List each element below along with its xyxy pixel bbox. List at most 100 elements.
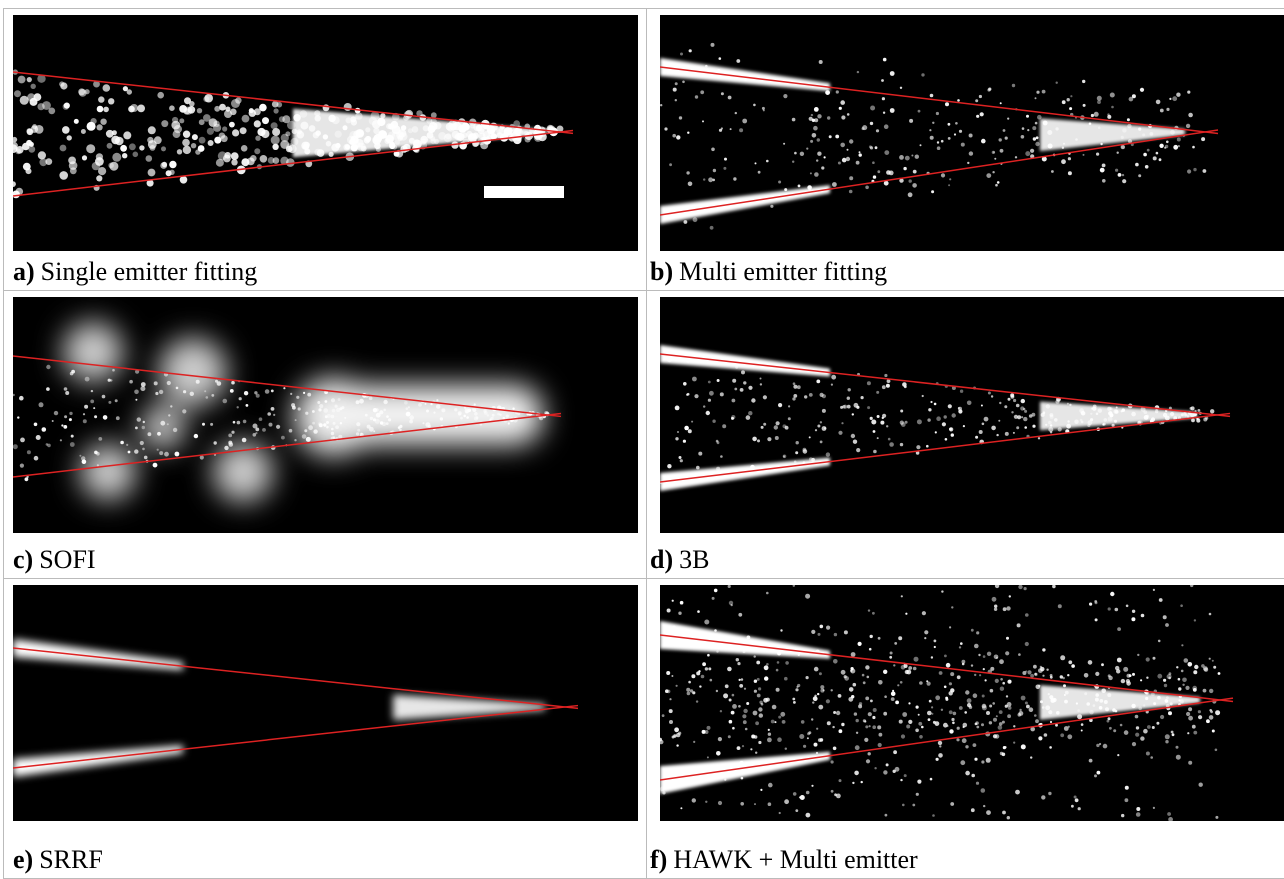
- speckle: [825, 90, 830, 95]
- speckle: [1159, 144, 1163, 148]
- speckle: [326, 141, 332, 147]
- speckle: [878, 637, 881, 640]
- speckle: [816, 380, 820, 384]
- speckle: [356, 422, 360, 426]
- speckle: [1083, 154, 1085, 156]
- speckle: [370, 417, 373, 420]
- speckle: [667, 464, 671, 468]
- speckle: [1116, 407, 1118, 409]
- speckle: [743, 720, 747, 724]
- speckle: [680, 601, 684, 605]
- speckle: [361, 146, 367, 152]
- speckle: [846, 157, 850, 161]
- speckle: [375, 419, 380, 424]
- speckle: [133, 152, 139, 158]
- speckle: [1172, 733, 1175, 736]
- panel-caption: a)Single emitter fitting: [13, 257, 257, 287]
- speckle: [1135, 715, 1139, 719]
- speckle: [989, 705, 992, 708]
- speckle: [1048, 693, 1050, 695]
- speckle: [161, 120, 168, 127]
- speckle: [246, 404, 249, 407]
- speckle: [742, 119, 747, 124]
- speckle: [1036, 136, 1039, 139]
- speckle: [704, 620, 709, 625]
- speckle: [859, 151, 861, 153]
- speckle: [883, 712, 887, 716]
- speckle: [719, 129, 722, 132]
- speckle: [1042, 90, 1046, 94]
- speckle: [497, 132, 503, 138]
- speckle: [951, 606, 953, 608]
- speckle: [373, 128, 379, 134]
- speckle: [982, 695, 985, 698]
- speckle: [963, 425, 965, 427]
- speckle: [63, 425, 67, 429]
- speckle: [1078, 807, 1081, 810]
- speckle: [1091, 407, 1093, 409]
- speckle: [909, 179, 912, 182]
- speckle: [1165, 623, 1169, 627]
- speckle: [60, 439, 62, 441]
- speckle: [1188, 113, 1193, 118]
- speckle: [1035, 142, 1039, 146]
- speckle: [91, 390, 93, 392]
- speckle: [995, 679, 999, 683]
- speckle: [399, 132, 408, 141]
- speckle: [885, 814, 888, 817]
- speckle: [1136, 807, 1140, 811]
- speckle: [1094, 112, 1099, 117]
- speckle: [1159, 158, 1162, 161]
- panel-caption-text: HAWK + Multi emitter: [673, 845, 917, 874]
- speckle: [62, 126, 70, 134]
- speckle: [1127, 124, 1131, 128]
- speckle: [811, 718, 813, 720]
- speckle: [1030, 674, 1034, 678]
- speckle: [126, 444, 128, 446]
- speckle: [776, 688, 780, 692]
- speckle: [96, 175, 102, 181]
- speckle: [219, 133, 225, 139]
- figure-panel: d)3B: [646, 290, 1284, 579]
- speckle: [406, 412, 411, 417]
- speckle: [964, 711, 967, 714]
- speckle: [1180, 699, 1184, 703]
- speckle: [865, 186, 869, 190]
- speckle: [1002, 721, 1005, 724]
- speckle: [924, 637, 926, 639]
- speckle: [271, 122, 278, 129]
- speckle: [231, 431, 234, 434]
- speckle: [708, 399, 711, 402]
- speckle: [1212, 660, 1214, 662]
- speckle: [122, 153, 127, 158]
- speckle: [1177, 138, 1181, 142]
- speckle: [27, 77, 32, 82]
- speckle: [962, 663, 965, 666]
- speckle: [945, 697, 948, 700]
- speckle: [906, 725, 910, 729]
- speckle: [36, 435, 41, 440]
- speckle: [744, 688, 746, 690]
- speckle: [1093, 704, 1096, 707]
- speckle: [820, 625, 824, 629]
- speckle: [917, 419, 922, 424]
- guide-line: [660, 67, 1218, 134]
- speckle: [97, 124, 103, 130]
- speckle: [886, 425, 888, 427]
- speckle: [1203, 689, 1207, 693]
- speckle: [864, 738, 868, 742]
- speckle: [208, 140, 214, 146]
- speckle: [1209, 613, 1212, 616]
- speckle: [293, 114, 300, 121]
- speckle: [952, 722, 955, 725]
- speckle: [899, 155, 904, 160]
- speckle: [978, 654, 980, 656]
- speckle: [1006, 695, 1008, 697]
- speckle: [1050, 431, 1052, 433]
- speckle: [1153, 156, 1157, 160]
- speckle: [971, 774, 975, 778]
- speckle: [254, 120, 261, 127]
- speckle: [1163, 679, 1166, 682]
- speckle: [720, 392, 724, 396]
- speckle: [985, 679, 987, 681]
